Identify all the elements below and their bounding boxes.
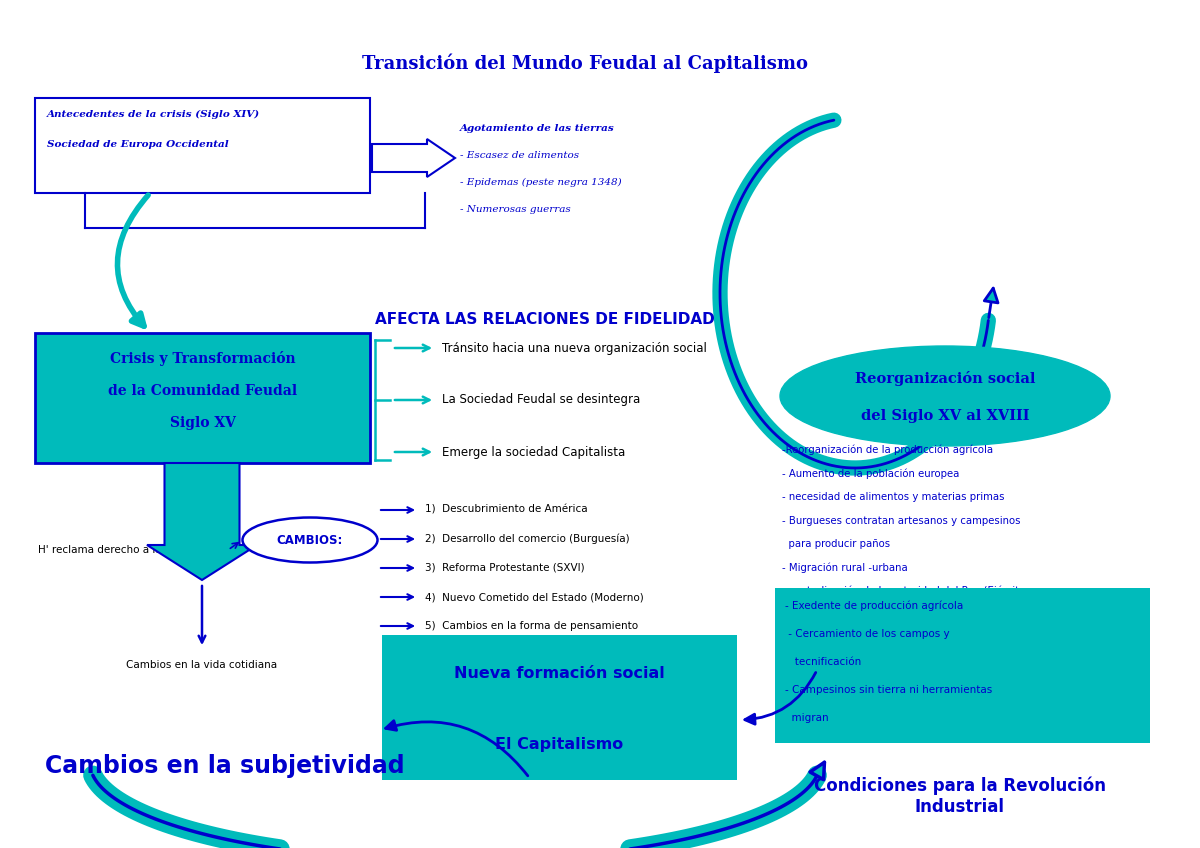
Text: Emerge la sociedad Capitalista: Emerge la sociedad Capitalista [442,445,625,459]
Polygon shape [372,139,455,177]
FancyBboxPatch shape [35,98,370,193]
Text: Tránsito hacia una nueva organización social: Tránsito hacia una nueva organización so… [442,342,707,354]
Text: Derecho; Burocracia; Diplomacia;: Derecho; Burocracia; Diplomacia; [782,610,958,620]
Text: H' reclama derecho a la creación: H' reclama derecho a la creación [38,545,209,555]
Text: 3)  Reforma Protestante (SXVI): 3) Reforma Protestante (SXVI) [425,563,584,573]
Text: - Numerosas guerras: - Numerosas guerras [460,204,571,214]
Text: - necesidad de alimentos y materias primas: - necesidad de alimentos y materias prim… [782,492,1004,502]
Text: AFECTA LAS RELACIONES DE FIDELIDAD: AFECTA LAS RELACIONES DE FIDELIDAD [376,313,715,327]
Text: - Burgueses contratan artesanos y campesinos: - Burgueses contratan artesanos y campes… [782,516,1020,526]
Text: Cambios en la vida cotidiana: Cambios en la vida cotidiana [126,660,277,670]
Ellipse shape [780,346,1110,446]
Text: migran: migran [785,713,829,723]
Text: Crisis y Transformación: Crisis y Transformación [109,350,295,365]
Text: - Migración rural -urbana: - Migración rural -urbana [782,562,907,572]
Text: c)   cambios y aplicación de nuevas técnicas: c) cambios y aplicación de nuevas técnic… [455,708,694,718]
Text: b)   renovación en el arte y literatura: b) renovación en el arte y literatura [455,678,654,689]
Ellipse shape [242,517,378,562]
Text: de la Comunidad Feudal: de la Comunidad Feudal [108,384,298,398]
Text: Siglo XV: Siglo XV [169,416,235,430]
Text: Cambios en la subjetividad: Cambios en la subjetividad [46,754,404,778]
Text: Sociedad de Europa Occidental: Sociedad de Europa Occidental [47,140,229,149]
Text: Condiciones para la Revolución
Industrial: Condiciones para la Revolución Industria… [814,777,1106,816]
Text: - Escasez de alimentos: - Escasez de alimentos [460,150,580,159]
FancyBboxPatch shape [382,635,737,780]
Text: CAMBIOS:: CAMBIOS: [277,533,343,546]
Text: - Campesinos sin tierra ni herramientas: - Campesinos sin tierra ni herramientas [785,685,992,695]
Text: La Sociedad Feudal se desintegra: La Sociedad Feudal se desintegra [442,393,641,406]
Text: -Reorganización de la producción agrícola: -Reorganización de la producción agrícol… [782,444,994,455]
Text: El Capitalismo: El Capitalismo [496,738,624,752]
Text: tecnificación: tecnificación [785,657,862,667]
Text: - Exedente de producción agrícola: - Exedente de producción agrícola [785,600,964,611]
Text: para producir paños: para producir paños [782,539,890,549]
Text: Reorganización social: Reorganización social [854,371,1036,386]
Polygon shape [148,463,257,580]
Text: 2)  Desarrollo del comercio (Burguesía): 2) Desarrollo del comercio (Burguesía) [425,533,630,544]
Text: - Epidemas (peste negra 1348): - Epidemas (peste negra 1348) [460,177,622,187]
Text: 5)  Cambios en la forma de pensamiento: 5) Cambios en la forma de pensamiento [425,621,638,631]
Text: Transición del Mundo Feudal al Capitalismo: Transición del Mundo Feudal al Capitalis… [362,53,808,73]
FancyBboxPatch shape [775,588,1150,743]
FancyBboxPatch shape [35,333,370,463]
Text: a)   racionalización del Mundo (Rev. Científica): a) racionalización del Mundo (Rev. Cient… [455,650,703,660]
Text: - Aumento de la población europea: - Aumento de la población europea [782,468,959,479]
Text: Antecedentes de la crisis (Siglo XIV): Antecedentes de la crisis (Siglo XIV) [47,110,260,119]
Text: - centralización de la autoridad del Rey (Ejército: - centralización de la autoridad del Rey… [782,586,1025,596]
Text: - Cercamiento de los campos y: - Cercamiento de los campos y [785,629,949,639]
Text: Agotamiento de las tierras: Agotamiento de las tierras [460,124,614,132]
Text: del Siglo XV al XVIII: del Siglo XV al XVIII [860,409,1030,423]
Text: 4)  Nuevo Cometido del Estado (Moderno): 4) Nuevo Cometido del Estado (Moderno) [425,592,643,602]
Text: 1)  Descubrimiento de América: 1) Descubrimiento de América [425,505,588,515]
Text: Nueva formación social: Nueva formación social [454,666,665,680]
